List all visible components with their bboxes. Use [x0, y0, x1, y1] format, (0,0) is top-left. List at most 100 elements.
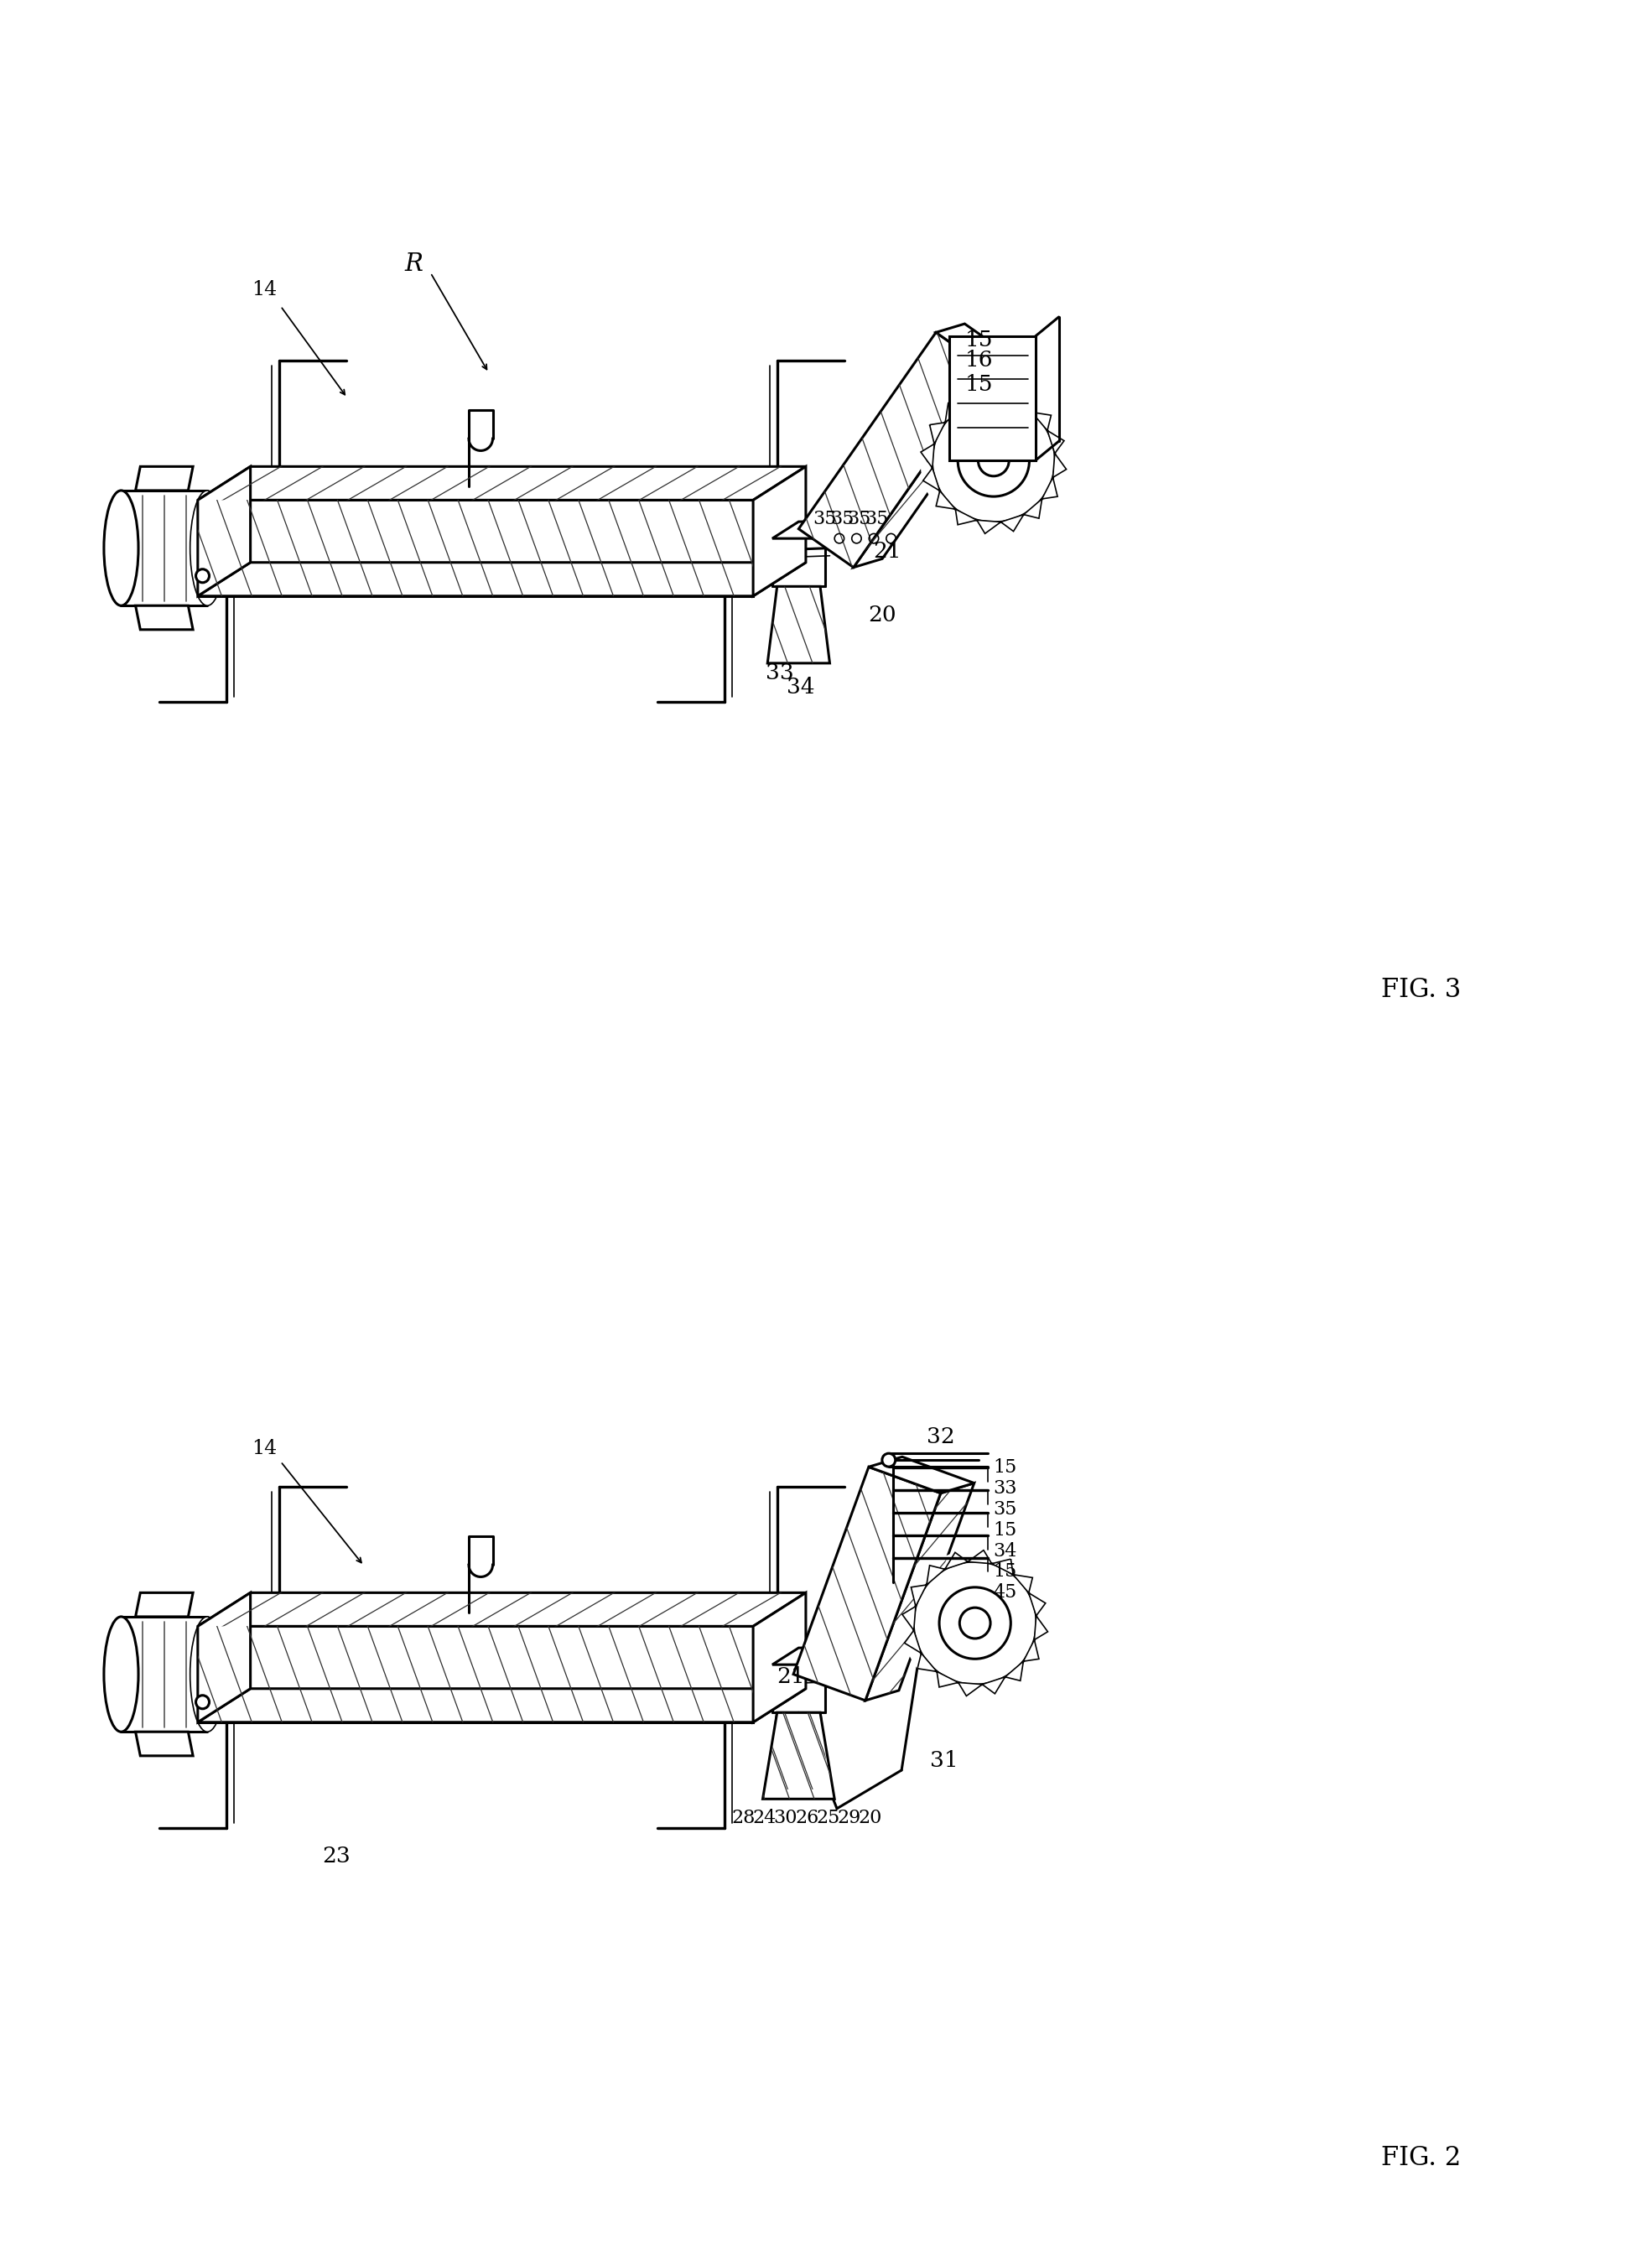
Text: 35: 35 — [864, 511, 889, 529]
Text: 29: 29 — [838, 1808, 861, 1828]
Polygon shape — [905, 1631, 922, 1653]
Polygon shape — [771, 1649, 851, 1664]
Polygon shape — [937, 490, 955, 508]
Polygon shape — [1024, 499, 1042, 517]
Polygon shape — [763, 1714, 834, 1799]
Text: 15: 15 — [965, 331, 993, 351]
Text: 14: 14 — [251, 279, 276, 299]
Text: 20: 20 — [867, 605, 897, 625]
Polygon shape — [991, 1559, 1013, 1574]
Text: 28: 28 — [732, 1808, 755, 1828]
Text: 26: 26 — [795, 1808, 819, 1828]
Polygon shape — [198, 466, 806, 499]
Polygon shape — [198, 1689, 806, 1723]
Polygon shape — [768, 587, 829, 663]
Polygon shape — [753, 466, 806, 596]
Text: 35: 35 — [831, 511, 854, 529]
Text: 34: 34 — [786, 677, 814, 697]
Polygon shape — [923, 468, 940, 490]
Text: 35: 35 — [993, 1500, 1016, 1518]
Polygon shape — [976, 520, 1001, 533]
Text: 24: 24 — [753, 1808, 776, 1828]
Polygon shape — [771, 522, 851, 538]
Polygon shape — [793, 1466, 940, 1700]
Circle shape — [902, 1550, 1049, 1696]
Polygon shape — [198, 466, 251, 596]
Text: 30: 30 — [773, 1808, 798, 1828]
Text: 25: 25 — [816, 1808, 839, 1828]
Ellipse shape — [190, 490, 225, 605]
Text: R: R — [405, 252, 423, 277]
Text: 23: 23 — [322, 1846, 350, 1867]
Ellipse shape — [197, 569, 210, 582]
Polygon shape — [930, 423, 945, 443]
Polygon shape — [753, 1592, 806, 1723]
Polygon shape — [135, 466, 193, 490]
Circle shape — [920, 387, 1067, 533]
Polygon shape — [1047, 430, 1064, 454]
Polygon shape — [198, 1592, 251, 1723]
Circle shape — [960, 1608, 991, 1640]
Text: 33: 33 — [993, 1480, 1016, 1498]
Polygon shape — [768, 1714, 829, 1790]
Polygon shape — [135, 1592, 193, 1617]
Polygon shape — [866, 1482, 975, 1700]
Text: 31: 31 — [930, 1750, 958, 1770]
Text: 33: 33 — [767, 661, 795, 684]
Text: 16: 16 — [965, 349, 993, 371]
Text: 15: 15 — [993, 1563, 1016, 1581]
Text: 21: 21 — [872, 542, 900, 562]
Polygon shape — [198, 1592, 806, 1626]
Polygon shape — [1011, 396, 1032, 412]
Polygon shape — [945, 403, 963, 423]
Text: 34: 34 — [993, 1543, 1016, 1561]
Text: FIG. 3: FIG. 3 — [1381, 978, 1462, 1003]
Polygon shape — [135, 605, 193, 630]
Polygon shape — [1004, 1662, 1023, 1680]
Circle shape — [978, 445, 1009, 477]
Polygon shape — [1029, 1592, 1046, 1615]
Polygon shape — [135, 1732, 193, 1756]
Polygon shape — [198, 1626, 753, 1723]
Text: 14: 14 — [251, 1439, 276, 1460]
Polygon shape — [902, 1606, 915, 1631]
Polygon shape — [1013, 1574, 1032, 1592]
Text: 20: 20 — [857, 1808, 882, 1828]
Text: 15: 15 — [993, 1457, 1016, 1478]
Polygon shape — [920, 443, 935, 468]
Polygon shape — [1001, 515, 1024, 531]
Polygon shape — [104, 1617, 208, 1732]
Polygon shape — [1034, 1615, 1047, 1640]
Polygon shape — [910, 1586, 927, 1606]
Polygon shape — [927, 1565, 945, 1586]
Polygon shape — [104, 490, 208, 605]
Polygon shape — [968, 1550, 991, 1563]
Polygon shape — [798, 333, 991, 567]
Polygon shape — [945, 1552, 968, 1570]
Polygon shape — [937, 1671, 958, 1687]
Polygon shape — [1023, 1640, 1039, 1662]
Polygon shape — [983, 1678, 1004, 1693]
Polygon shape — [1042, 477, 1057, 499]
Ellipse shape — [197, 1696, 210, 1709]
Polygon shape — [958, 1682, 983, 1696]
Polygon shape — [198, 499, 753, 596]
Text: FIG. 2: FIG. 2 — [1381, 2146, 1462, 2170]
Text: 35: 35 — [813, 511, 838, 529]
Ellipse shape — [104, 490, 139, 605]
Polygon shape — [1052, 454, 1066, 477]
Polygon shape — [1032, 412, 1051, 430]
Polygon shape — [869, 1457, 975, 1493]
Polygon shape — [963, 389, 986, 407]
Polygon shape — [937, 324, 1019, 371]
Text: 45: 45 — [993, 1583, 1016, 1601]
Polygon shape — [198, 562, 806, 596]
Text: 21: 21 — [776, 1667, 805, 1687]
Polygon shape — [854, 362, 1019, 567]
Text: 32: 32 — [927, 1426, 955, 1446]
Polygon shape — [986, 387, 1011, 400]
Circle shape — [914, 1561, 1036, 1685]
Polygon shape — [955, 508, 976, 524]
Ellipse shape — [104, 1617, 139, 1732]
Text: 15: 15 — [965, 373, 993, 394]
